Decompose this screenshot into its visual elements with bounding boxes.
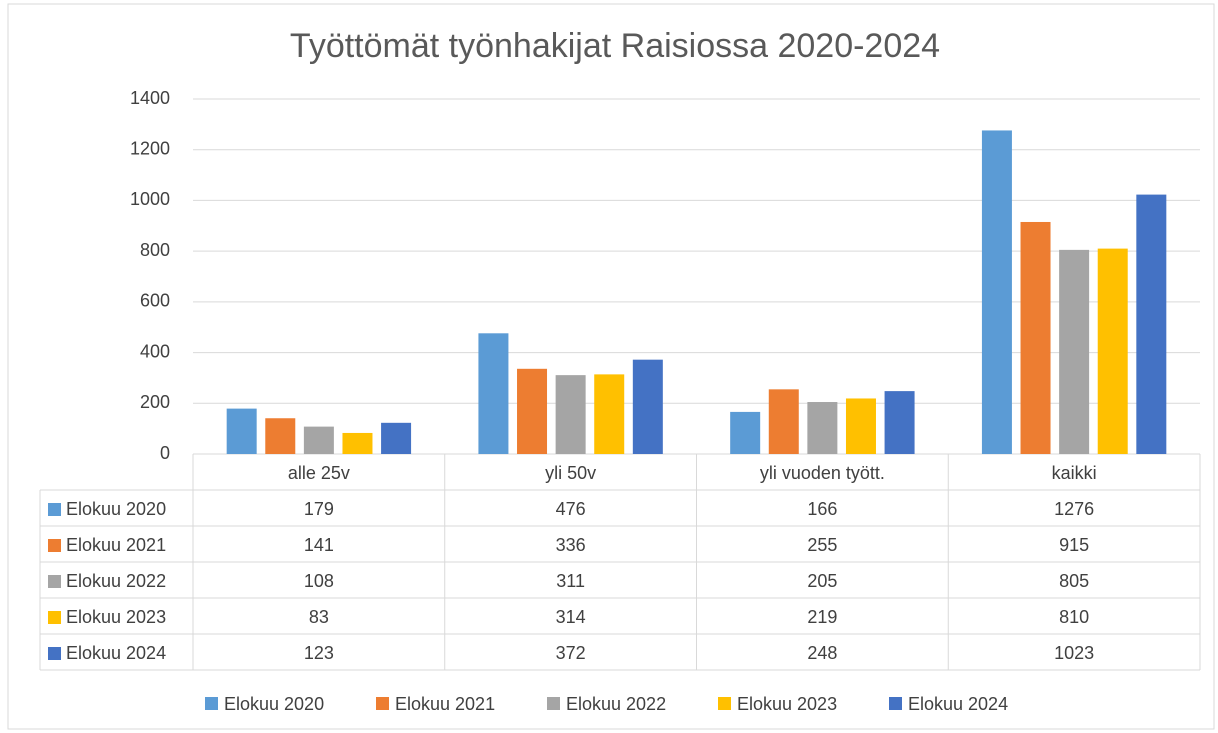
table-series-name: Elokuu 2024 xyxy=(66,643,166,663)
bar xyxy=(845,398,876,454)
bar xyxy=(478,333,509,454)
bar xyxy=(981,130,1012,454)
chart-title: Työttömät työnhakijat Raisiossa 2020-202… xyxy=(290,27,940,65)
legend-key xyxy=(376,697,389,710)
table-legend-key xyxy=(48,611,61,624)
bar xyxy=(768,389,799,454)
table-value: 123 xyxy=(304,643,334,663)
bar xyxy=(1136,194,1167,454)
bar xyxy=(265,418,296,454)
y-tick-label: 1000 xyxy=(130,189,170,209)
legend-key xyxy=(889,697,902,710)
legend-label: Elokuu 2021 xyxy=(395,694,495,714)
bar xyxy=(517,368,548,454)
table-value: 179 xyxy=(304,499,334,519)
table-value: 141 xyxy=(304,535,334,555)
table-value: 255 xyxy=(807,535,837,555)
y-tick-label: 0 xyxy=(160,443,170,463)
table-legend-key xyxy=(48,575,61,588)
bar xyxy=(1059,249,1090,454)
legend-label: Elokuu 2024 xyxy=(908,694,1008,714)
table-value: 205 xyxy=(807,571,837,591)
table-value: 1276 xyxy=(1054,499,1094,519)
legend-key xyxy=(547,697,560,710)
legend-label: Elokuu 2023 xyxy=(737,694,837,714)
legend-key xyxy=(205,697,218,710)
x-tick-label: alle 25v xyxy=(288,463,350,483)
bar xyxy=(342,432,373,454)
table-value: 311 xyxy=(556,571,585,591)
table-value: 805 xyxy=(1059,571,1089,591)
table-value: 372 xyxy=(556,643,586,663)
legend-key xyxy=(718,697,731,710)
table-legend-key xyxy=(48,647,61,660)
bar xyxy=(807,402,838,454)
chart-frame xyxy=(7,3,1215,730)
table-value: 108 xyxy=(304,571,334,591)
bar xyxy=(884,391,915,454)
table-series-name: Elokuu 2021 xyxy=(66,535,166,555)
table-value: 83 xyxy=(309,607,329,627)
bar xyxy=(1020,221,1051,454)
table-legend-key xyxy=(48,503,61,516)
x-tick-label: yli vuoden tyött. xyxy=(760,463,885,483)
legend-label: Elokuu 2020 xyxy=(224,694,324,714)
bar xyxy=(226,408,257,454)
table-value: 219 xyxy=(807,607,837,627)
table-value: 476 xyxy=(556,499,586,519)
bar xyxy=(594,374,625,454)
table-series-name: Elokuu 2023 xyxy=(66,607,166,627)
table-series-name: Elokuu 2022 xyxy=(66,571,166,591)
bar xyxy=(730,411,761,454)
table-value: 810 xyxy=(1059,607,1089,627)
x-tick-label: kaikki xyxy=(1052,463,1097,483)
y-tick-label: 200 xyxy=(140,392,170,412)
table-legend-key xyxy=(48,539,61,552)
y-tick-label: 1200 xyxy=(130,138,170,158)
bar xyxy=(632,359,663,454)
table-value: 915 xyxy=(1059,535,1089,555)
legend-label: Elokuu 2022 xyxy=(566,694,666,714)
y-tick-label: 600 xyxy=(140,291,170,311)
y-tick-label: 800 xyxy=(140,240,170,260)
bar xyxy=(303,426,334,454)
table-series-name: Elokuu 2020 xyxy=(66,499,166,519)
table-value: 248 xyxy=(807,643,837,663)
table-value: 1023 xyxy=(1054,643,1094,663)
y-tick-label: 400 xyxy=(140,341,170,361)
table-value: 336 xyxy=(556,535,586,555)
bar xyxy=(555,375,586,454)
y-tick-label: 1400 xyxy=(130,88,170,108)
x-tick-label: yli 50v xyxy=(545,463,596,483)
bar xyxy=(381,422,412,454)
table-value: 166 xyxy=(807,499,837,519)
bar xyxy=(1097,248,1128,454)
table-value: 314 xyxy=(556,607,586,627)
